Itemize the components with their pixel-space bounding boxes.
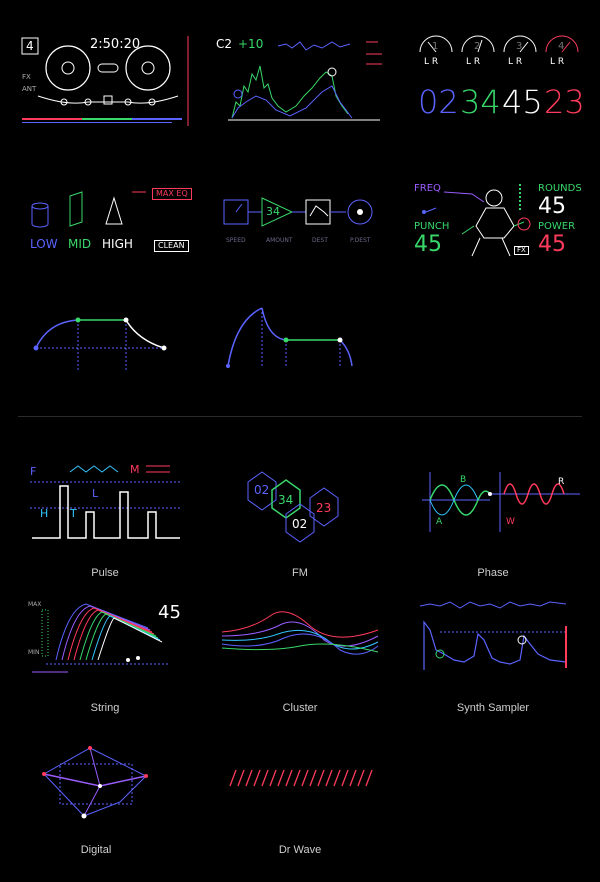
meter-value-4: 23 <box>544 83 585 121</box>
phase-b-label: B <box>460 475 467 485</box>
boxer-rounds-value: 45 <box>538 194 566 219</box>
meter-lr-1: L R <box>424 57 439 67</box>
string-caption: String <box>90 702 120 714</box>
pulse-h-label: H <box>40 507 49 520</box>
phase-r-label: R <box>558 477 565 487</box>
fm-hexagons-graphic <box>247 471 339 543</box>
meter-lr-3: L R <box>508 57 523 67</box>
string-graphic <box>32 603 168 673</box>
eq-mid-label: MID <box>68 237 92 251</box>
fm-value-2: 34 <box>278 493 294 507</box>
digital-caption: Digital <box>80 844 112 856</box>
pulse-panel[interactable]: F M H T L <box>30 462 182 542</box>
modulation-panel[interactable]: 34 SPEED AMOUNT DEST P.DEST <box>216 194 384 250</box>
eq-shapes-graphic <box>31 191 146 228</box>
sampler-caption: Synth Sampler <box>456 702 530 714</box>
boxer-punch-label: PUNCH <box>414 221 450 232</box>
meter-value-3: 45 <box>502 83 543 121</box>
meter-dials-graphic <box>419 35 579 53</box>
waveform-panel[interactable]: C2 +10 <box>216 36 384 126</box>
tape-panel[interactable]: 4 2:50:20 FX ANT <box>18 36 200 126</box>
envelope-adsr-graphic <box>33 317 167 370</box>
eq-max-label[interactable]: MAX EQ <box>152 188 192 200</box>
modulation-amount-label: AMOUNT <box>266 237 293 244</box>
piano-note: C2 <box>216 37 233 51</box>
modulation-pdest-label: P.DEST <box>350 237 371 244</box>
meter-value-1: 02 <box>418 83 459 121</box>
boxer-freq-label: FREQ <box>414 183 441 194</box>
eq-panel[interactable]: MAX EQ LOW MID HIGH CLEAN <box>28 184 192 256</box>
fm-value-4: 23 <box>316 501 332 515</box>
eq-low-label: LOW <box>30 237 58 251</box>
drwave-graphic <box>229 769 373 787</box>
string-max-label: MAX <box>28 601 42 608</box>
boxer-illustration <box>422 184 531 257</box>
fm-value-1: 02 <box>254 483 270 497</box>
eq-clean-button[interactable]: CLEAN <box>154 240 189 252</box>
pulse-graphic <box>30 465 180 539</box>
sampler-graphic <box>419 601 567 670</box>
modulation-dest-label: DEST <box>312 237 328 244</box>
meter-channel-3: 3 <box>516 41 523 52</box>
pulse-caption: Pulse <box>91 567 119 579</box>
meter-value-2: 34 <box>460 83 501 121</box>
cluster-panel[interactable] <box>220 606 380 666</box>
meter-lr-4: L R <box>550 57 565 67</box>
drwave-panel[interactable] <box>228 766 373 790</box>
string-min-label: MIN <box>28 649 40 656</box>
boxer-fx-button[interactable]: FX <box>514 246 529 255</box>
envelope-ad-graphic <box>226 307 353 368</box>
cluster-caption: Cluster <box>282 702 318 714</box>
section-divider <box>18 416 582 417</box>
phase-panel[interactable]: A B R W <box>420 470 580 536</box>
boxer-power-value: 45 <box>538 232 566 257</box>
pulse-m-label: M <box>130 463 140 476</box>
modulation-chain-graphic <box>223 197 373 227</box>
phase-graphic <box>422 472 580 532</box>
boxer-panel[interactable]: FREQ PUNCH 45 ROUNDS 45 POWER 45 FX <box>414 180 584 260</box>
digital-panel[interactable] <box>40 744 158 819</box>
envelope-adsr-panel[interactable] <box>28 310 178 380</box>
meter-lr-2: L R <box>466 57 481 67</box>
cluster-graphic <box>221 611 379 655</box>
meter-channel-4: 4 <box>558 41 565 52</box>
pulse-t-label: T <box>70 507 77 520</box>
boxer-rounds-label: ROUNDS <box>538 183 582 194</box>
boxer-power-label: POWER <box>538 221 576 232</box>
fm-caption: FM <box>292 567 308 579</box>
pulse-f-label: F <box>30 465 37 478</box>
tape-label-ant: ANT <box>22 85 37 93</box>
meter-channel-1: 1 <box>432 41 439 52</box>
digital-graphic <box>42 746 148 819</box>
tape-track-number: 4 <box>26 39 34 53</box>
piano-offset: +10 <box>238 37 264 51</box>
phase-caption: Phase <box>477 567 509 579</box>
modulation-amount-value: 34 <box>266 205 280 218</box>
phase-w-label: W <box>506 517 515 527</box>
drwave-caption: Dr Wave <box>278 844 322 856</box>
fm-panel[interactable]: 02 34 02 23 <box>244 468 362 543</box>
meter-channel-2: 2 <box>474 41 481 52</box>
phase-a-label: A <box>436 517 443 527</box>
tape-time: 2:50:20 <box>90 37 141 52</box>
boxer-punch-value: 45 <box>414 232 442 257</box>
modulation-speed-label: SPEED <box>226 237 246 244</box>
envelope-ad-panel[interactable] <box>222 300 362 370</box>
tape-reels-graphic <box>21 36 189 126</box>
fm-value-3: 02 <box>292 517 308 531</box>
pulse-l-label: L <box>92 487 99 500</box>
waveform-graphic <box>228 41 382 121</box>
tape-label-fx: FX <box>22 73 31 81</box>
string-value: 45 <box>158 602 181 623</box>
string-panel[interactable]: MAX MIN 45 <box>28 598 184 678</box>
sampler-panel[interactable] <box>419 600 570 670</box>
eq-high-label: HIGH <box>102 237 133 251</box>
meters-panel[interactable]: 1 2 3 4 L R L R L R L R 02 34 45 23 <box>416 35 585 126</box>
